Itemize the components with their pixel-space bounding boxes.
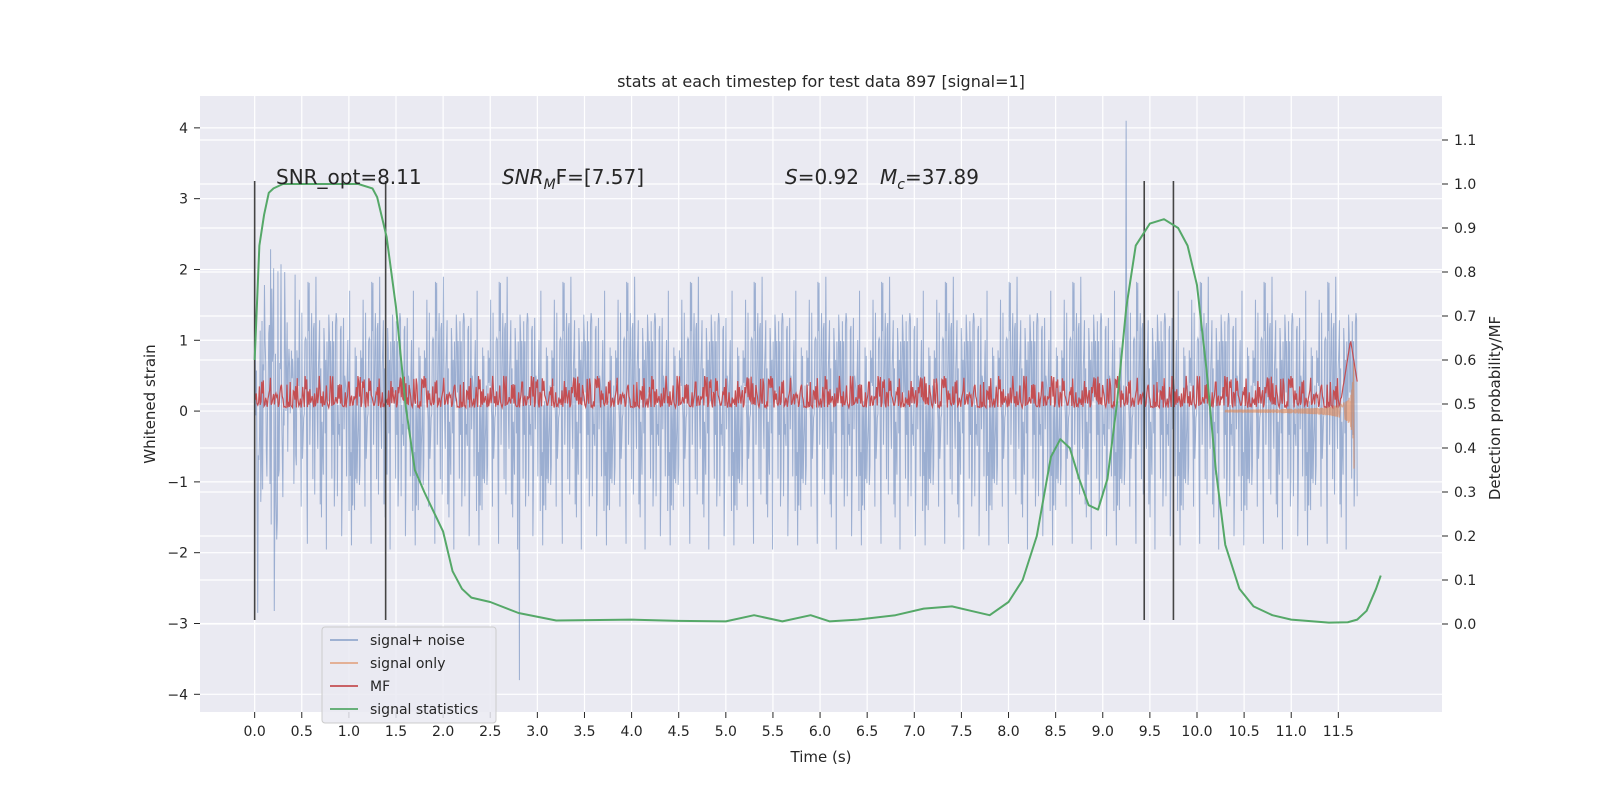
x-tick-label: 4.0 <box>620 724 642 740</box>
x-tick-label: 1.5 <box>385 724 407 740</box>
y-tick-label: 2 <box>179 262 188 278</box>
annotation-snr-opt: SNR_opt=8.11 <box>276 165 422 189</box>
y-tick-label: 3 <box>179 192 188 208</box>
annotation-snr-mf-subscript: M <box>544 177 556 193</box>
x-tick-label: 10.0 <box>1181 724 1212 740</box>
tick-labels: 4 3 2 1 0 −1 −2 −3 −4 1.1 1.0 0.9 0.8 0.7 0.6 0.5 0.4 0.3… <box>167 121 1476 740</box>
x-tick-label: 7.5 <box>950 724 972 740</box>
x-tick-label: 3.0 <box>526 724 548 740</box>
x-tick-label: 6.5 <box>856 724 878 740</box>
x-tick-label: 5.5 <box>762 724 784 740</box>
annotation-mc: Mc=37.89 <box>880 165 979 193</box>
vertical-markers <box>253 180 1175 620</box>
y-right-tick-label: 0.0 <box>1454 617 1476 633</box>
y-right-tick-label: 0.6 <box>1454 353 1476 369</box>
y-right-tick-label: 0.8 <box>1454 265 1476 281</box>
annotation-mc-value: =37.89 <box>905 165 979 189</box>
y-axis-label-right: Detection probability/MF <box>1486 316 1504 500</box>
x-tick-label: 9.0 <box>1092 724 1114 740</box>
y-tick-label: −3 <box>167 616 188 632</box>
y-tick-label: −2 <box>167 546 188 562</box>
x-tick-label: 7.0 <box>903 724 925 740</box>
x-tick-label: 11.5 <box>1323 724 1354 740</box>
y-right-tick-label: 0.9 <box>1454 221 1476 237</box>
x-tick-label: 10.5 <box>1229 724 1260 740</box>
y-tick-label: 4 <box>179 121 188 137</box>
annotation-mc-subscript: c <box>897 177 905 193</box>
annotation-s: S=0.92 <box>785 165 859 189</box>
legend: signal+ noise signal only MF signal stat… <box>321 626 497 724</box>
y-right-tick-label: 0.5 <box>1454 397 1476 413</box>
y-tick-label: −1 <box>167 475 188 491</box>
x-tick-label: 1.0 <box>338 724 360 740</box>
y-right-tick-label: 0.1 <box>1454 573 1476 589</box>
annotation-mc-symbol: M <box>880 165 897 189</box>
annotation-snr-mf-value: F=[7.57] <box>556 165 644 189</box>
x-tick-label: 3.5 <box>573 724 595 740</box>
annotation-snr-mf: SNRMF=[7.57] <box>502 165 644 193</box>
y-right-tick-label: 0.4 <box>1454 441 1476 457</box>
y-axis-label: Whitened strain <box>141 344 159 463</box>
y-right-tick-label: 1.0 <box>1454 177 1476 193</box>
y-right-tick-label: 0.2 <box>1454 529 1476 545</box>
x-tick-label: 0.5 <box>291 724 313 740</box>
statistics-layer <box>253 183 1382 624</box>
y-right-tick-label: 0.7 <box>1454 309 1476 325</box>
x-tick-label: 9.5 <box>1139 724 1161 740</box>
y-tick-label: −4 <box>167 687 188 703</box>
x-tick-label: 8.0 <box>997 724 1019 740</box>
x-tick-label: 8.5 <box>1045 724 1067 740</box>
annotation-s-value: =0.92 <box>798 165 859 189</box>
annotation-snr-mf-symbol: SNR <box>502 165 544 189</box>
legend-label-signal-statistics: signal statistics <box>370 702 478 718</box>
x-tick-label: 4.5 <box>668 724 690 740</box>
x-tick-label: 2.0 <box>432 724 454 740</box>
legend-box <box>321 626 497 724</box>
legend-label-mf: MF <box>370 679 390 695</box>
legend-label-signal-only: signal only <box>370 656 445 672</box>
legend-label-signal-noise: signal+ noise <box>370 633 465 649</box>
y-right-tick-label: 1.1 <box>1454 133 1476 149</box>
y-right-tick-label: 0.3 <box>1454 485 1476 501</box>
x-tick-label: 0.0 <box>244 724 266 740</box>
x-tick-label: 6.0 <box>809 724 831 740</box>
annotation-s-symbol: S <box>785 165 798 189</box>
chart-title: stats at each timestep for test data 897… <box>617 72 1025 91</box>
series-signal-statistics-line <box>253 183 1382 624</box>
x-tick-label: 5.0 <box>715 724 737 740</box>
x-tick-label: 2.5 <box>479 724 501 740</box>
x-tick-label: 11.0 <box>1276 724 1307 740</box>
x-axis-label: Time (s) <box>790 748 852 766</box>
y-tick-label: 0 <box>179 404 188 420</box>
y-tick-label: 1 <box>179 333 188 349</box>
